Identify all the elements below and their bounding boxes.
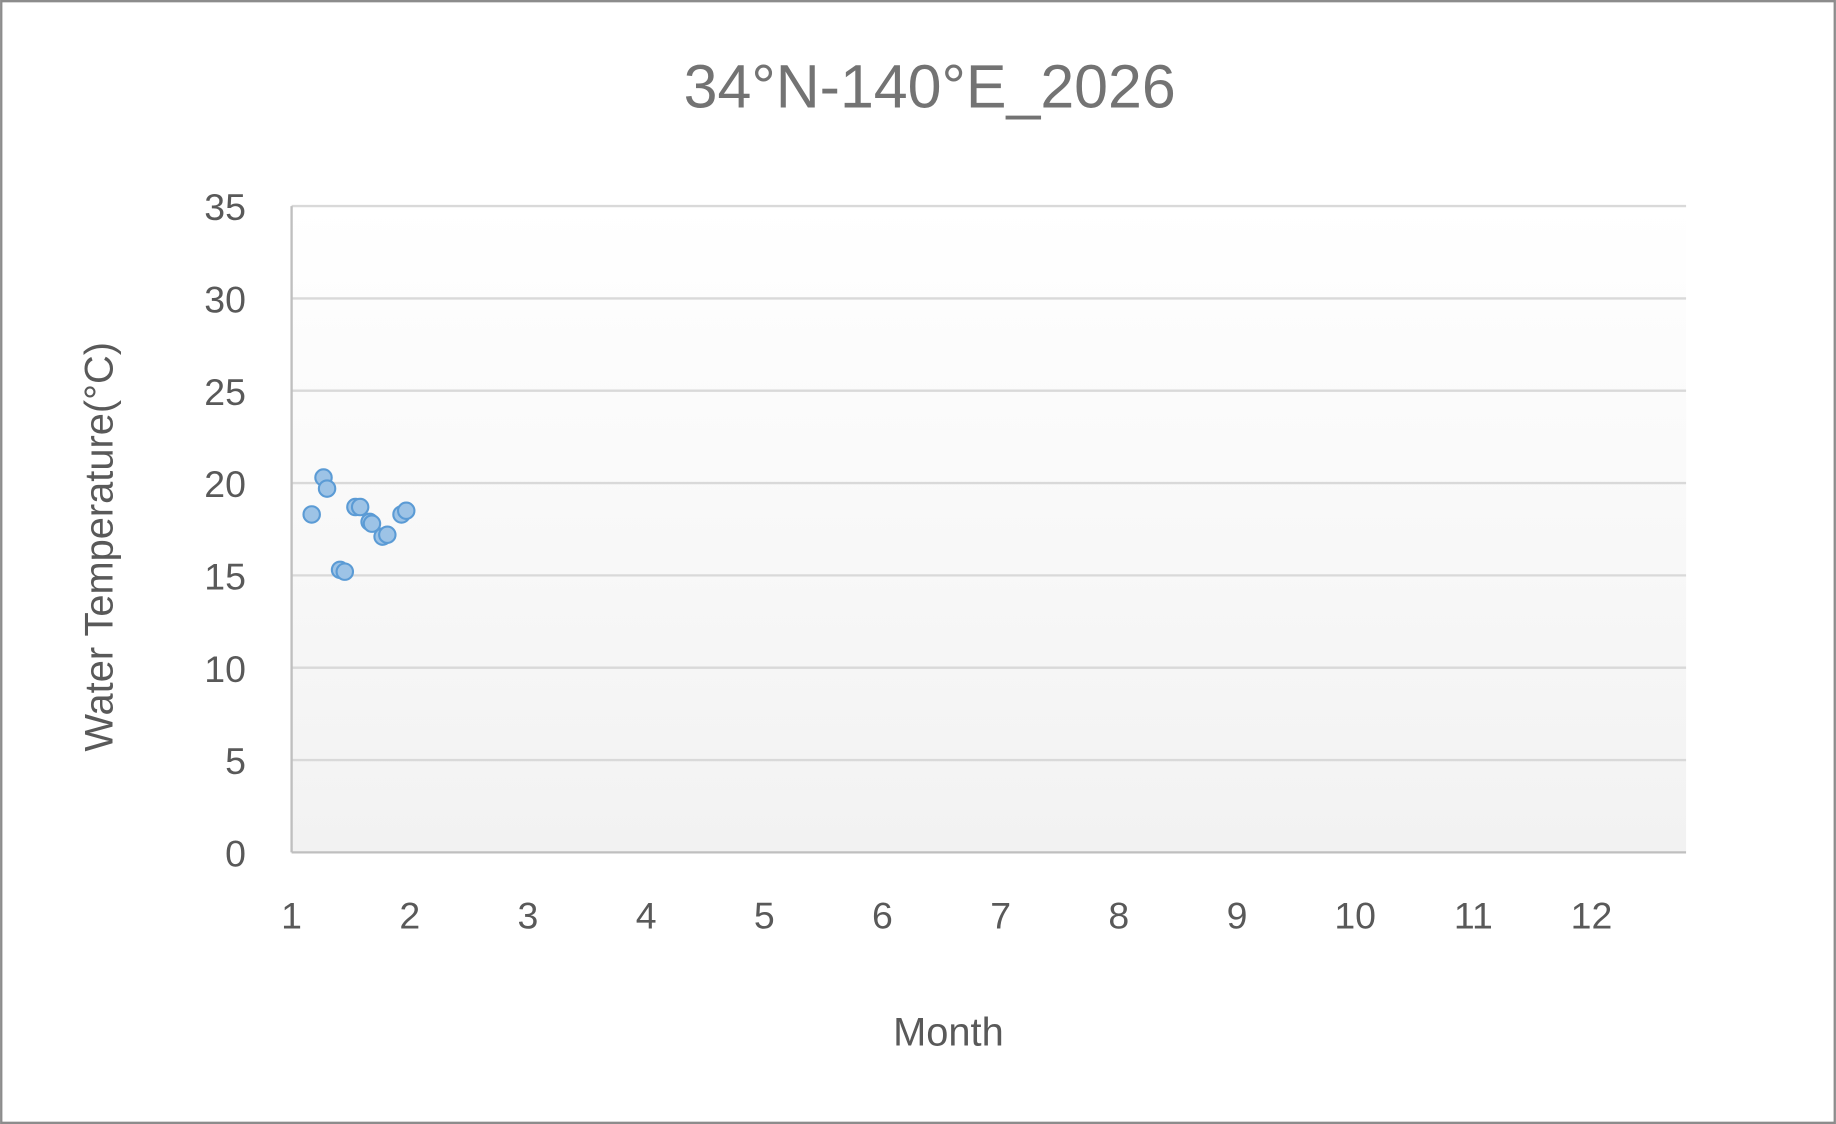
y-tick-label: 15 xyxy=(204,555,246,597)
chart-title: 34°N-140°E_2026 xyxy=(684,53,1176,121)
x-tick-label: 2 xyxy=(399,894,420,936)
x-tick-label: 8 xyxy=(1108,894,1129,936)
plot-area xyxy=(291,206,1687,853)
y-tick-label: 10 xyxy=(204,648,246,690)
x-tick-label: 1 xyxy=(281,894,302,936)
data-point xyxy=(335,562,355,581)
y-tick-label: 0 xyxy=(225,832,246,874)
y-axis-label: Water Temperature(°C) xyxy=(77,342,121,752)
x-tick-label: 3 xyxy=(518,894,539,936)
x-tick-label: 11 xyxy=(1454,894,1493,936)
x-axis-label: Month xyxy=(893,1011,1004,1055)
x-tick-label: 12 xyxy=(1571,894,1613,936)
x-tick-label: 5 xyxy=(754,894,775,936)
data-point xyxy=(350,497,370,517)
data-point xyxy=(302,505,321,524)
data-point xyxy=(362,514,382,533)
x-tick-label: 7 xyxy=(990,894,1011,936)
x-tick-label: 4 xyxy=(636,894,657,936)
y-tick-label: 30 xyxy=(204,278,246,320)
y-tick-label: 5 xyxy=(225,740,246,782)
x-tick-label: 6 xyxy=(872,894,893,936)
x-tick-label: 10 xyxy=(1334,894,1376,936)
y-tick-label: 20 xyxy=(204,463,246,505)
y-tick-label: 25 xyxy=(204,371,246,413)
x-tick-label: 9 xyxy=(1227,894,1248,936)
data-point xyxy=(378,525,397,545)
data-point xyxy=(396,501,416,521)
data-point xyxy=(317,479,337,498)
y-tick-label: 35 xyxy=(204,186,246,228)
